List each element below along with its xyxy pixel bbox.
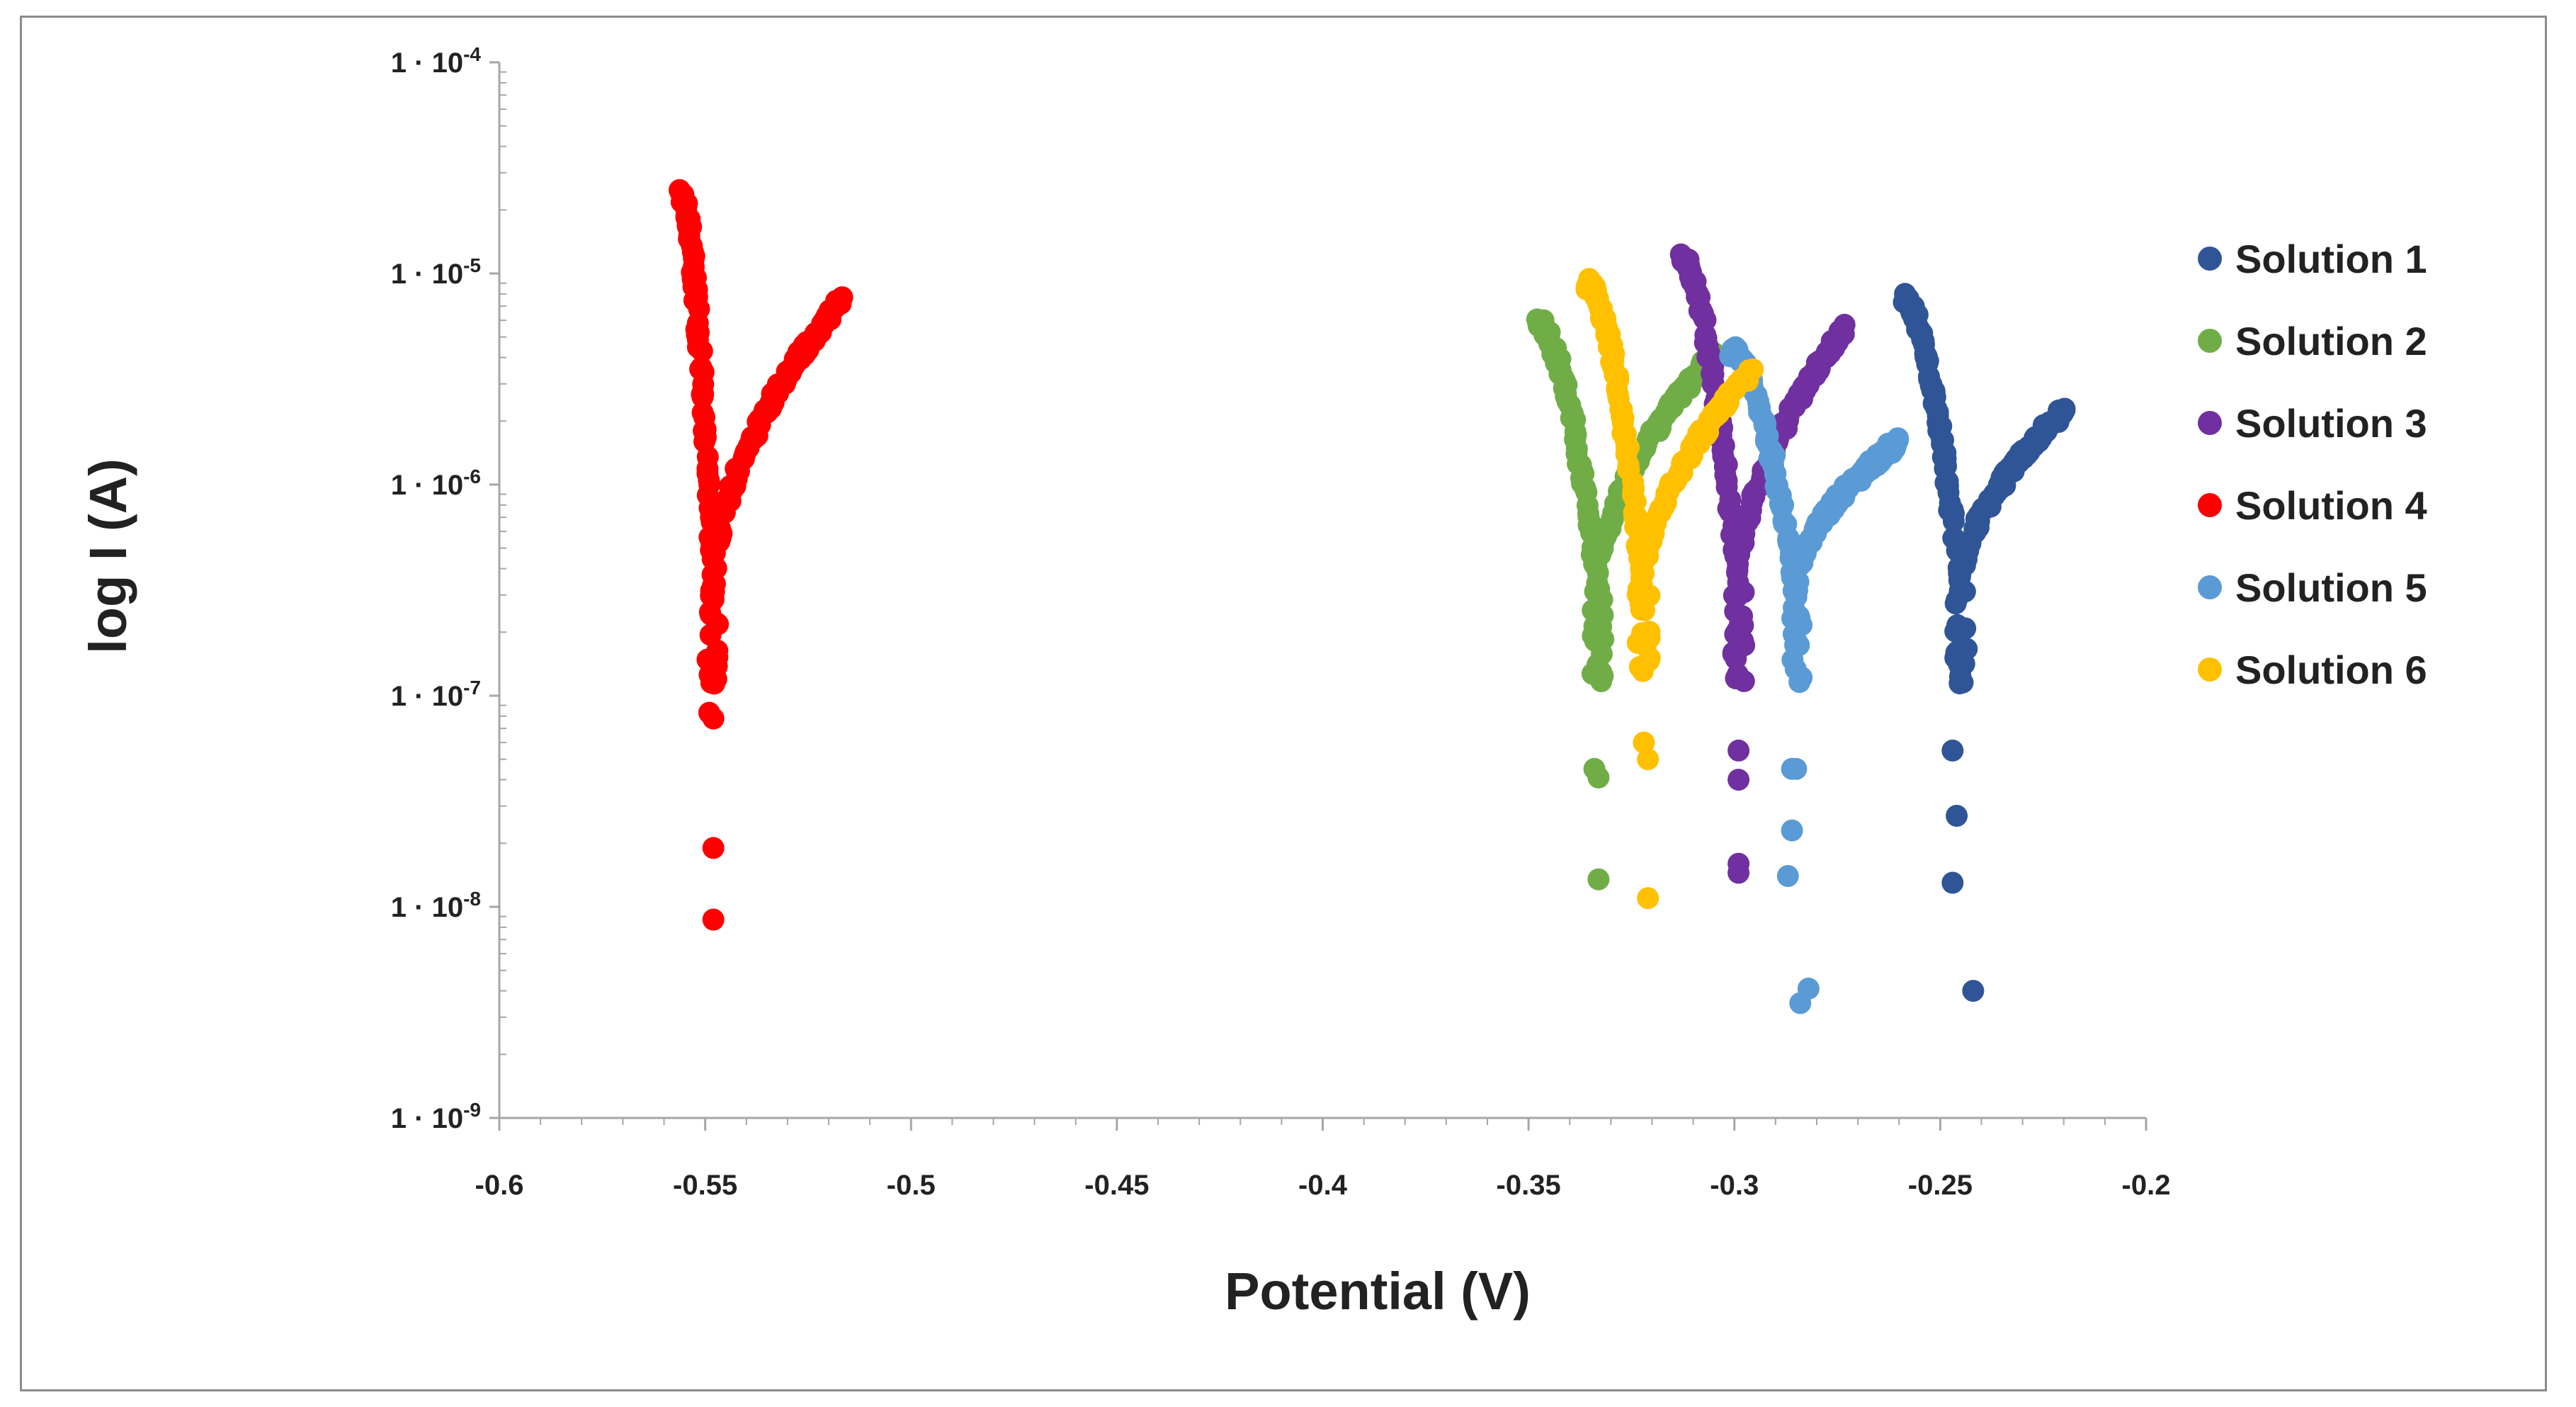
- data-point: [702, 908, 725, 931]
- data-point: [1788, 671, 1811, 694]
- x-axis-title: Potential (V): [1225, 1262, 1531, 1321]
- data-point: [702, 837, 725, 859]
- axes: [489, 61, 2147, 1131]
- data-point: [2053, 397, 2076, 420]
- legend: Solution 1 Solution 2 Solution 3 Solution 4…: [2198, 237, 2427, 692]
- x-tick-label: -0.25: [1908, 1170, 1973, 1201]
- data-point: [1637, 748, 1659, 771]
- data-point: [1788, 634, 1810, 657]
- data-point: [1785, 757, 1808, 780]
- x-tick-label: -0.2: [2122, 1170, 2171, 1201]
- x-tick-label: -0.5: [887, 1170, 936, 1201]
- data-point: [1942, 510, 1965, 533]
- y-axis-title: log I (A): [79, 458, 137, 653]
- data-point: [691, 386, 714, 409]
- data-point: [1887, 429, 1910, 451]
- data-point: [1581, 662, 1604, 685]
- x-tick-label: -0.45: [1084, 1170, 1149, 1201]
- data-point: [1783, 597, 1805, 619]
- y-tick-label: 1 · 10-6: [391, 465, 481, 501]
- y-tick-label: 1 · 10-7: [391, 677, 481, 712]
- legend-label: Solution 4: [2235, 483, 2427, 528]
- data-point: [1729, 612, 1752, 635]
- data-point: [1629, 631, 1652, 654]
- series-3: [1669, 243, 1856, 884]
- series-6: [1575, 268, 1764, 910]
- data-point: [702, 707, 725, 730]
- data-point: [1917, 350, 1939, 372]
- data-point: [705, 655, 728, 677]
- x-tick-label: -0.55: [673, 1170, 737, 1201]
- data-point: [1789, 992, 1812, 1015]
- data-point: [1584, 580, 1606, 603]
- data-point: [1946, 640, 1969, 662]
- series-1: [1893, 283, 2076, 1002]
- legend-marker: [2198, 329, 2222, 353]
- data-point: [1587, 562, 1609, 584]
- y-tick-label: 1 · 10-5: [391, 254, 481, 290]
- y-tick-label: 1 · 10-9: [391, 1099, 481, 1134]
- data-point: [1633, 731, 1655, 754]
- data-point: [1723, 584, 1745, 606]
- data-point: [700, 672, 722, 694]
- data-points: [669, 179, 2076, 1015]
- data-point: [1727, 739, 1750, 762]
- data-point: [1954, 617, 1977, 640]
- legend-label: Solution 5: [2235, 565, 2427, 610]
- data-point: [1944, 592, 1967, 615]
- series-4: [669, 179, 853, 931]
- tick-labels: 1 · 10-4 1 · 10-5 1 · 10-6 1 · 10-7 1 · 10-8…: [391, 43, 2171, 1201]
- data-point: [1637, 887, 1659, 910]
- legend-label: Solution 1: [2235, 237, 2427, 281]
- legend-label: Solution 2: [2235, 319, 2427, 363]
- data-point: [702, 588, 725, 611]
- legend-marker: [2198, 575, 2222, 599]
- chart-frame: [20, 16, 2547, 1391]
- data-point: [1946, 805, 1968, 827]
- data-point: [1941, 871, 1964, 894]
- data-point: [1941, 739, 1964, 762]
- x-tick-label: -0.4: [1298, 1170, 1348, 1201]
- x-tick-label: -0.6: [475, 1170, 524, 1201]
- data-point: [699, 623, 722, 646]
- y-tick-label: 1 · 10-4: [391, 43, 482, 79]
- data-point: [1587, 868, 1610, 891]
- legend-marker: [2198, 657, 2222, 682]
- data-point: [1587, 766, 1610, 789]
- data-point: [1727, 769, 1750, 791]
- legend-marker: [2198, 247, 2222, 271]
- data-point: [1726, 663, 1749, 686]
- data-point: [691, 340, 713, 362]
- data-point: [1722, 643, 1744, 665]
- data-point: [1584, 623, 1607, 646]
- data-point: [1776, 865, 1799, 887]
- legend-label: Solution 6: [2235, 648, 2427, 692]
- series-5: [1719, 336, 1910, 1015]
- data-point: [1635, 585, 1657, 608]
- data-point: [1742, 358, 1764, 380]
- data-point: [831, 286, 853, 309]
- data-point: [1791, 614, 1813, 636]
- data-point: [1781, 819, 1803, 842]
- y-tick-label: 1 · 10-8: [391, 888, 481, 923]
- x-tick-label: -0.3: [1710, 1170, 1759, 1201]
- data-point: [1727, 861, 1750, 884]
- x-tick-label: -0.35: [1497, 1170, 1561, 1201]
- legend-marker: [2198, 493, 2222, 517]
- legend-label: Solution 3: [2235, 401, 2427, 446]
- data-point: [1833, 313, 1856, 336]
- data-point: [1962, 980, 1985, 1002]
- data-point: [1782, 580, 1805, 602]
- legend-marker: [2198, 411, 2222, 435]
